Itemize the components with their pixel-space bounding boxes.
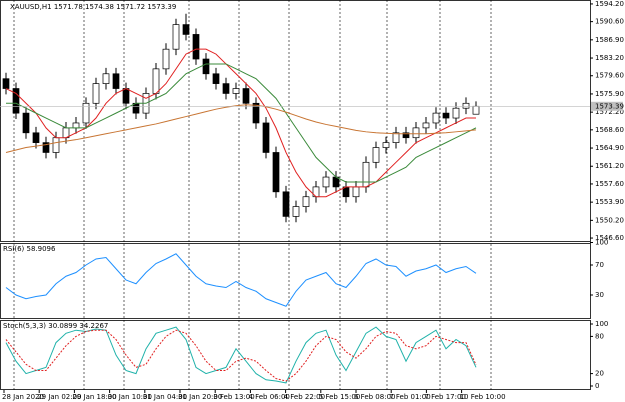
- y-tick-label: 20: [595, 370, 604, 378]
- candle-body: [422, 122, 430, 129]
- candle-body: [372, 147, 380, 163]
- y-tick-label: 0: [595, 382, 599, 390]
- candle-body: [22, 112, 30, 134]
- candle-body: [102, 73, 110, 84]
- candle-body: [92, 83, 100, 104]
- x-tick-label: 3 Feb 13:00: [213, 393, 254, 401]
- candle-body: [292, 206, 300, 217]
- y-tick-label: 100: [595, 239, 608, 247]
- candle-body: [32, 132, 40, 143]
- last-price-box: [591, 101, 623, 111]
- candle-body: [112, 73, 120, 89]
- candle-body: [172, 24, 180, 50]
- candle-body: [252, 102, 260, 124]
- last-price-label: 1573.39: [595, 102, 624, 110]
- y-tick-label: 1553.90: [595, 198, 624, 206]
- candle-body: [212, 73, 220, 84]
- y-tick-label: 1586.90: [595, 36, 624, 44]
- candle-body: [472, 105, 480, 115]
- x-tick-label: 31 Jan 04:00: [143, 393, 187, 401]
- y-tick-label: 1583.20: [595, 54, 624, 62]
- candle-body: [232, 88, 240, 94]
- x-tick-label: 30 Jan 10:00: [108, 393, 152, 401]
- x-tick-label: 28 Jan 2020: [2, 393, 44, 401]
- candle-body: [182, 24, 190, 35]
- candle-body: [402, 132, 410, 139]
- candle-body: [362, 161, 370, 188]
- candle-body: [442, 112, 450, 119]
- candle-body: [262, 122, 270, 153]
- y-tick-label: 1572.20: [595, 108, 624, 116]
- x-tick-label: 7 Feb 01:00: [389, 393, 430, 401]
- x-tick-label: 29 Jan 02:00: [37, 393, 81, 401]
- candle-body: [12, 88, 20, 114]
- y-tick-label: 70: [595, 261, 604, 269]
- y-tick-label: 1594.20: [595, 0, 624, 8]
- candle-body: [122, 88, 130, 104]
- candle-body: [162, 48, 170, 70]
- indicator-line: [5, 104, 477, 153]
- x-tick-label: 5 Feb 15:00: [319, 393, 360, 401]
- indicator-line: [5, 326, 477, 384]
- candle-body: [322, 176, 330, 188]
- stoch-title: Stoch(5,3,3) 30.0899 34.2267: [3, 322, 108, 330]
- candle-body: [272, 152, 280, 193]
- candle-body: [52, 137, 60, 153]
- indicator-line: [6, 63, 477, 183]
- y-tick-label: 1564.90: [595, 144, 624, 152]
- indicator-line: [5, 253, 477, 307]
- x-tick-label: 31 Jan 20:00: [178, 393, 222, 401]
- stoch-panel: [0, 320, 591, 390]
- y-tick-label: 1575.90: [595, 90, 624, 98]
- y-tick-label: 1590.60: [595, 18, 624, 26]
- main-panel: [0, 0, 591, 242]
- candle-body: [462, 102, 470, 109]
- y-tick-label: 1568.60: [595, 126, 624, 134]
- y-tick-label: 1561.20: [595, 162, 624, 170]
- main-title: XAUUSD,H1 1571.78 1574.38 1571.72 1573.3…: [10, 3, 176, 11]
- candle-body: [412, 127, 420, 139]
- indicator-line: [5, 48, 476, 198]
- rsi-panel: [0, 243, 591, 319]
- y-tick-label: 80: [595, 332, 604, 340]
- candle-body: [352, 186, 360, 198]
- candle-body: [382, 142, 390, 148]
- candle-body: [242, 88, 250, 104]
- x-tick-label: 10 Feb 10:00: [460, 393, 506, 401]
- rsi-title: RSI(6) 58.9096: [3, 245, 56, 253]
- y-tick-label: 100: [595, 320, 608, 328]
- x-tick-label: 4 Feb 06:00: [248, 393, 289, 401]
- y-tick-label: 1557.60: [595, 180, 624, 188]
- y-tick-label: 30: [595, 291, 604, 299]
- candle-body: [282, 191, 290, 217]
- candle-body: [2, 78, 10, 89]
- y-tick-label: 1546.60: [595, 234, 624, 242]
- candle-body: [42, 142, 50, 153]
- candle-body: [392, 132, 400, 143]
- indicator-line: [5, 329, 477, 382]
- candle-body: [302, 196, 310, 207]
- x-tick-label: 29 Jan 18:00: [72, 393, 116, 401]
- candle-body: [152, 68, 160, 94]
- x-tick-label: 4 Feb 22:00: [284, 393, 325, 401]
- x-tick-label: 6 Feb 08:00: [354, 393, 395, 401]
- y-tick-label: 1550.20: [595, 216, 624, 224]
- candle-body: [452, 107, 460, 119]
- candle-body: [222, 83, 230, 94]
- candle-body: [72, 122, 80, 129]
- x-tick-label: 7 Feb 17:00: [424, 393, 465, 401]
- candle-body: [82, 102, 90, 124]
- day-separators: [13, 0, 492, 390]
- candle-body: [192, 34, 200, 60]
- candle-body: [202, 58, 210, 75]
- y-tick-label: 1579.60: [595, 72, 624, 80]
- candle-body: [432, 112, 440, 124]
